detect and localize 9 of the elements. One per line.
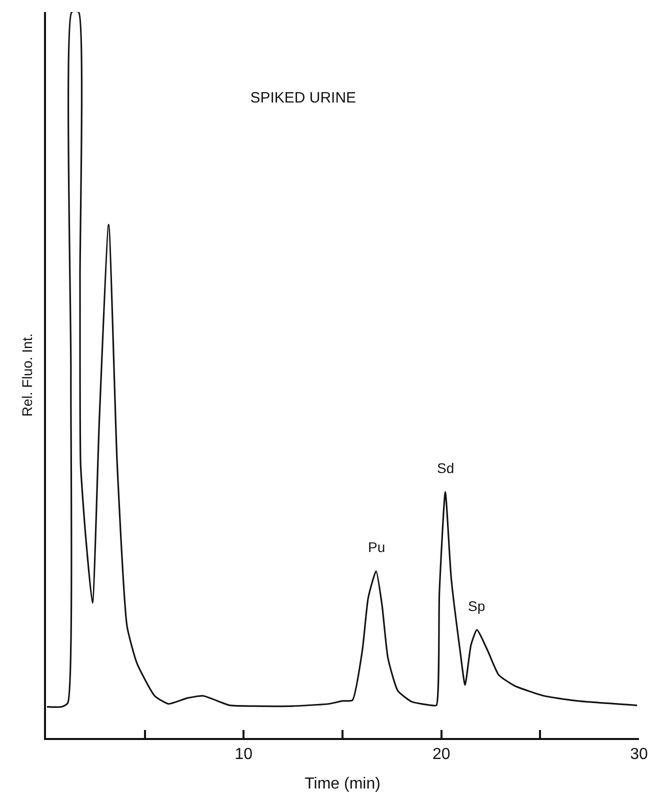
text: SPIKED URINE <box>250 89 356 106</box>
x-tick-label: 30 <box>630 746 648 764</box>
x-axis-title: Time (min) <box>304 775 380 792</box>
annotation: Sd <box>437 460 454 476</box>
y-axis-title: Rel. Fluo. Int. <box>19 333 36 417</box>
annotation: Sp <box>468 598 486 614</box>
x-tick-label: 10 <box>234 746 253 764</box>
annotation: Pu <box>368 539 386 555</box>
x-tick-label: 20 <box>432 746 450 764</box>
